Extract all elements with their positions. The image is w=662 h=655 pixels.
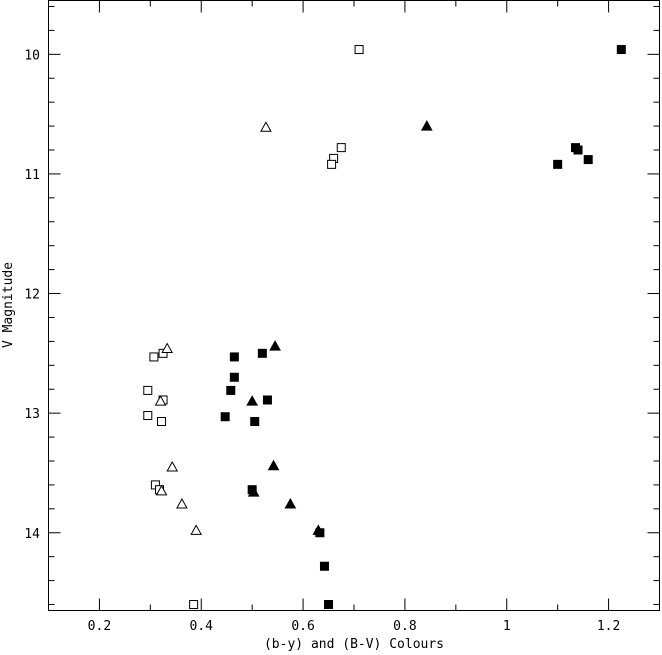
filled-square-point	[250, 417, 260, 427]
filled-square-point	[257, 348, 267, 358]
x-tick-label: 0.4	[190, 619, 214, 634]
open-triangle-point	[166, 460, 179, 472]
filled-triangle-point	[420, 120, 433, 131]
filled-triangle-point	[284, 498, 297, 509]
open-triangle-point	[155, 484, 168, 496]
filled-square-point	[324, 600, 334, 610]
filled-square-point	[229, 372, 239, 382]
open-square-point	[189, 600, 199, 610]
open-square-point	[149, 352, 159, 362]
x-tick-label: 1	[503, 619, 511, 634]
filled-square-point	[220, 412, 230, 422]
plot-frame	[48, 0, 660, 611]
filled-triangle-point	[246, 395, 259, 406]
open-square-point	[158, 348, 168, 358]
x-tick-label: 0.6	[291, 619, 314, 634]
open-square-point	[143, 411, 153, 421]
filled-square-point	[573, 145, 583, 155]
filled-triangle-point	[269, 340, 281, 351]
x-tick-label: 0.2	[88, 619, 111, 634]
filled-triangle-point	[247, 486, 260, 497]
filled-square-point	[616, 45, 626, 55]
x-tick-label: 0.8	[393, 619, 416, 634]
data-points	[143, 45, 626, 610]
open-square-point	[157, 417, 167, 427]
y-tick-label: 14	[24, 527, 40, 542]
open-triangle-point	[154, 395, 167, 406]
x-axis-title: (b-y) and (B-V) Colours	[264, 637, 444, 652]
open-triangle-point	[190, 524, 203, 535]
filled-square-point	[226, 385, 236, 395]
open-triangle-point	[161, 342, 173, 354]
open-square-point	[354, 45, 364, 55]
filled-triangle-point	[312, 524, 325, 535]
open-square-point	[327, 159, 337, 169]
y-axis-ticks: 10 11 12 13 14	[24, 5, 660, 606]
y-tick-label: 11	[24, 168, 40, 183]
x-axis-ticks: 0.2 0.4 0.6 0.8 1 1.2	[48, 0, 620, 634]
y-tick-label: 12	[24, 288, 40, 303]
open-square-point	[336, 143, 346, 153]
filled-triangle-point	[267, 459, 280, 471]
y-axis-title: V Magnitude	[1, 262, 16, 348]
open-triangle-point	[260, 121, 272, 132]
y-tick-label: 10	[24, 48, 40, 63]
y-tick-label: 13	[24, 407, 40, 422]
filled-square-point	[583, 155, 593, 165]
filled-square-point	[319, 561, 329, 571]
filled-square-point	[553, 159, 563, 169]
open-square-point	[143, 385, 153, 395]
open-triangle-point	[176, 498, 188, 509]
filled-square-point	[262, 395, 272, 405]
x-tick-label: 1.2	[597, 619, 620, 634]
filled-square-point	[229, 352, 239, 362]
